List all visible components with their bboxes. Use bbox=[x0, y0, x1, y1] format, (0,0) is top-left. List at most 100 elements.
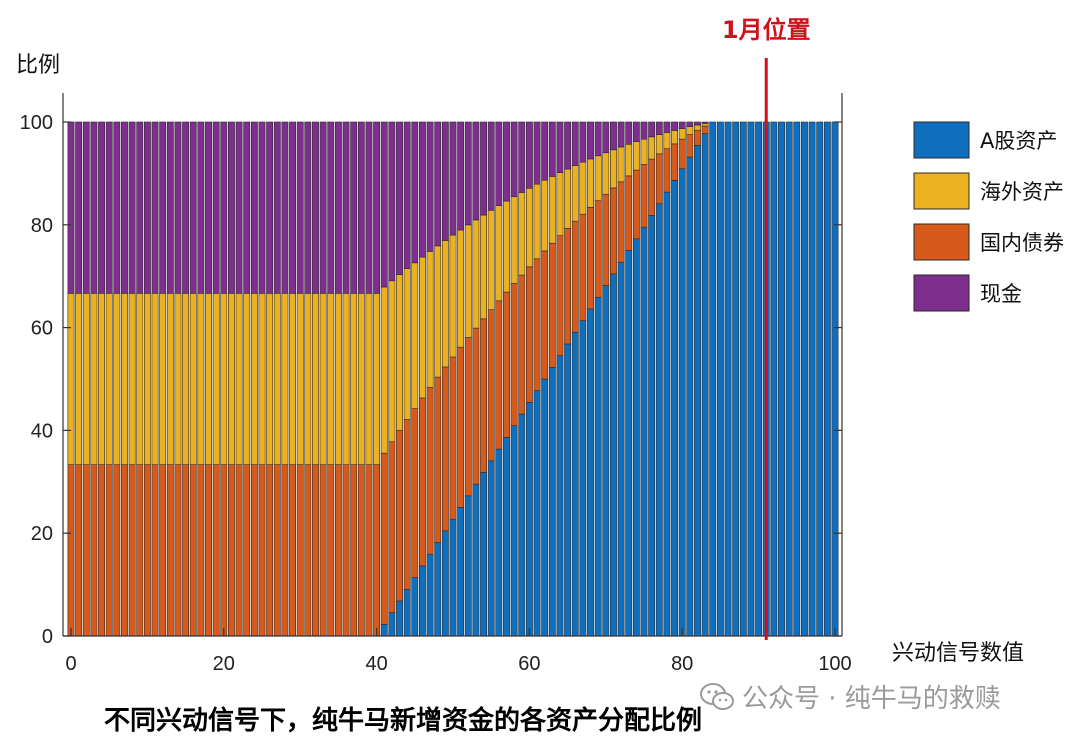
bar-segment bbox=[350, 464, 358, 637]
legend-label: 海外资产 bbox=[980, 180, 1064, 204]
bar-segment bbox=[587, 158, 594, 208]
bar-segment bbox=[747, 121, 755, 637]
bar-segment bbox=[441, 240, 449, 368]
bar-segment bbox=[724, 121, 732, 637]
bar-segment bbox=[579, 320, 587, 637]
bar-segment bbox=[289, 293, 296, 465]
bar-segment bbox=[357, 293, 365, 465]
bar-segment bbox=[602, 121, 610, 154]
bar-segment bbox=[441, 366, 449, 532]
bar-segment bbox=[678, 168, 686, 637]
bar-segment bbox=[686, 134, 694, 158]
bar-segment bbox=[556, 172, 564, 237]
bar-segment bbox=[594, 155, 602, 202]
bar-segment bbox=[663, 191, 671, 637]
bar-segment bbox=[98, 293, 105, 465]
bar-segment bbox=[632, 169, 640, 240]
bar-segment bbox=[220, 121, 228, 294]
bar-segment bbox=[655, 121, 663, 135]
bar-segment bbox=[411, 577, 419, 637]
bar-segment bbox=[151, 464, 159, 637]
bar-segment bbox=[701, 123, 709, 127]
bar-segment bbox=[755, 121, 763, 637]
bar-segment bbox=[235, 464, 243, 637]
bar-segment bbox=[525, 266, 533, 403]
bar-segment bbox=[90, 121, 98, 294]
bar-segment bbox=[334, 121, 342, 294]
bar-segment bbox=[166, 293, 174, 465]
y-tick-label: 20 bbox=[31, 523, 53, 545]
bar-segment bbox=[541, 250, 549, 380]
bar-segment bbox=[449, 121, 457, 236]
bar-segment bbox=[648, 121, 656, 138]
bar-segment bbox=[182, 293, 190, 465]
bar-segment bbox=[503, 121, 510, 202]
legend-label: 国内债券 bbox=[980, 231, 1064, 255]
bar-segment bbox=[197, 121, 205, 294]
bar-segment bbox=[625, 250, 633, 637]
bar-segment bbox=[105, 464, 113, 637]
bar-segment bbox=[166, 464, 174, 637]
bar-segment bbox=[495, 121, 503, 206]
watermark: 公众号 · 纯牛马的救赎 bbox=[700, 678, 1001, 715]
bar-segment bbox=[694, 124, 701, 131]
bar-segment bbox=[663, 121, 671, 133]
wechat-icon bbox=[700, 682, 734, 710]
bar-segment bbox=[312, 464, 319, 637]
bar-segment bbox=[541, 121, 549, 181]
bar-segment bbox=[136, 464, 144, 637]
bar-segment bbox=[518, 192, 526, 276]
bar-segment bbox=[663, 132, 671, 150]
bar-segment bbox=[388, 280, 396, 443]
bar-segment bbox=[296, 464, 304, 637]
x-axis-label: 兴动信号数值 bbox=[892, 641, 1024, 666]
bar-segment bbox=[205, 464, 212, 637]
bar-segment bbox=[319, 464, 327, 637]
bar-segment bbox=[189, 293, 197, 465]
bar-segment bbox=[403, 121, 411, 269]
bar-segment bbox=[365, 293, 373, 465]
bar-segment bbox=[250, 121, 258, 294]
bar-segment bbox=[266, 121, 274, 294]
bar-segment bbox=[655, 153, 663, 205]
bar-segment bbox=[235, 293, 243, 465]
bar-segment bbox=[304, 464, 312, 637]
bar-segment bbox=[587, 121, 594, 160]
bar-segment bbox=[296, 121, 304, 294]
bar-segment bbox=[472, 121, 480, 221]
bar-segment bbox=[419, 256, 426, 399]
bar-segment bbox=[671, 130, 678, 145]
bar-segment bbox=[632, 121, 640, 142]
bar-segment bbox=[487, 121, 495, 211]
y-tick-label: 80 bbox=[31, 215, 53, 237]
bar-segment bbox=[281, 293, 289, 465]
bar-segment bbox=[273, 464, 281, 637]
bar-segment bbox=[380, 121, 388, 288]
bar-segment bbox=[67, 464, 75, 637]
bar-segment bbox=[579, 213, 587, 321]
bar-segment bbox=[113, 293, 121, 465]
bar-segment bbox=[403, 419, 411, 590]
bar-segment bbox=[686, 126, 694, 135]
bar-segment bbox=[564, 343, 572, 637]
bar-segment bbox=[243, 293, 251, 465]
bar-segment bbox=[457, 121, 465, 231]
legend-swatch bbox=[913, 274, 970, 312]
bar-segment bbox=[342, 464, 350, 637]
bar-segment bbox=[342, 121, 350, 294]
bar-segment bbox=[701, 121, 709, 124]
bar-segment bbox=[533, 258, 541, 391]
bar-segment bbox=[334, 464, 342, 637]
watermark-text: 公众号 · 纯牛马的救赎 bbox=[742, 684, 1001, 714]
bar-segment bbox=[396, 430, 403, 602]
bar-segment bbox=[82, 464, 90, 637]
bar-segment bbox=[472, 483, 480, 637]
bar-segment bbox=[258, 121, 266, 294]
bar-segment bbox=[327, 293, 335, 465]
bar-segment bbox=[128, 121, 136, 294]
bar-segment bbox=[273, 293, 281, 465]
bar-segment bbox=[98, 464, 105, 637]
bar-segment bbox=[610, 273, 617, 637]
bar-segment bbox=[449, 234, 457, 358]
bar-segment bbox=[464, 337, 472, 497]
